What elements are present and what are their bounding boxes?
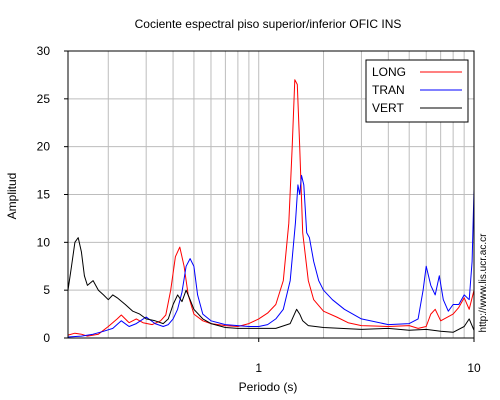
y-tick-label: 10 [37, 235, 51, 249]
series-line-tran [67, 174, 475, 338]
series-layer [67, 79, 475, 338]
y-tick-label: 20 [37, 140, 51, 154]
y-tick-label: 0 [43, 331, 50, 345]
y-tick-label: 5 [43, 283, 50, 297]
series-line-vert [67, 237, 475, 333]
legend: LONG TRAN VERT [365, 59, 469, 123]
y-axis-label: Amplitud [5, 173, 19, 220]
legend-label-long: LONG [372, 65, 406, 79]
x-tick-label: 10 [467, 361, 481, 375]
y-axis: 0 5 10 15 20 25 30 [37, 44, 68, 345]
x-axis: 1 10 [255, 338, 481, 375]
chart-title: Cociente espectral piso superior/inferio… [135, 17, 402, 31]
y-tick-label: 15 [37, 188, 51, 202]
x-axis-label: Periodo (s) [239, 380, 298, 394]
legend-label-tran: TRAN [372, 83, 405, 97]
x-tick-label: 1 [255, 361, 262, 375]
legend-box [365, 59, 469, 123]
watermark-url: http://www.lis.ucr.ac.cr [478, 233, 489, 333]
legend-label-vert: VERT [372, 101, 404, 115]
y-tick-label: 25 [37, 92, 51, 106]
series-line-long [67, 79, 475, 337]
y-tick-label: 30 [37, 44, 51, 58]
